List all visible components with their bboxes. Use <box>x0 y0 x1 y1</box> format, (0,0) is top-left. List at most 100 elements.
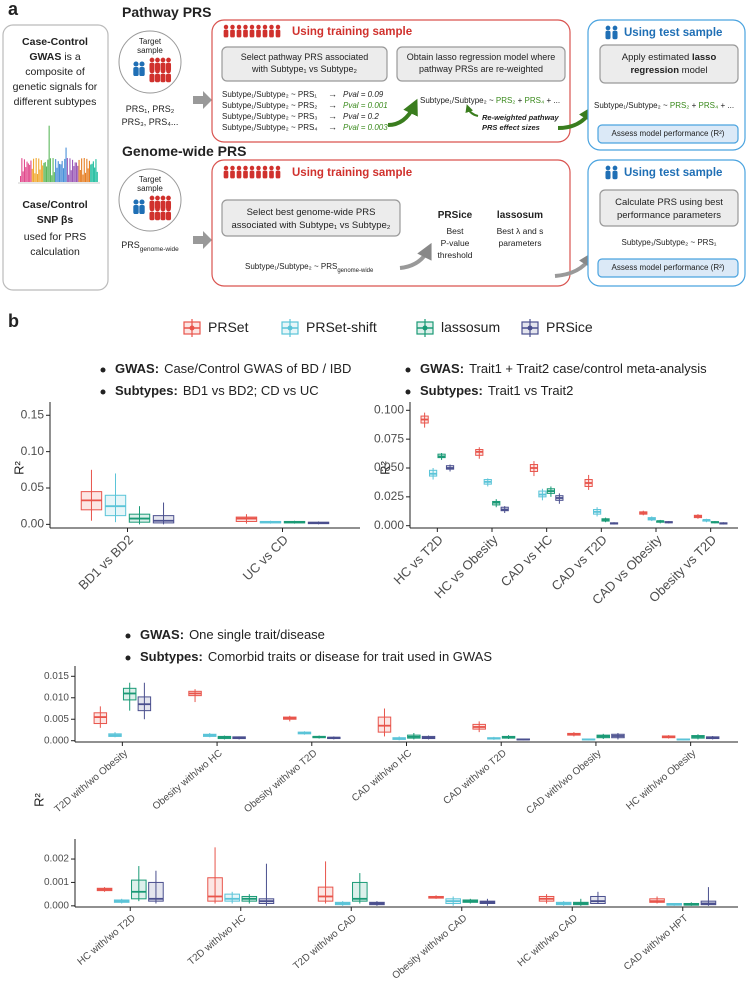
person-icon <box>262 170 268 179</box>
bullet-text: GWAS: Trait1 + Trait2 case/control meta-a… <box>420 361 707 376</box>
person-icon <box>612 170 618 180</box>
box <box>93 712 108 725</box>
text-part: + <box>689 101 698 110</box>
manhattan-bar <box>36 174 38 182</box>
person-icon <box>149 57 155 63</box>
legend-glyph <box>422 325 428 331</box>
bullet <box>100 367 106 373</box>
y-tick-label: 0.005 <box>44 714 69 725</box>
legend-label: PRSet-shift <box>306 319 377 335</box>
step-box <box>599 189 739 227</box>
text-part: PRS₄ <box>525 96 545 105</box>
label: Best <box>446 226 464 236</box>
label: threshold <box>438 250 473 260</box>
person-icon <box>249 24 255 30</box>
person-icon <box>160 195 166 201</box>
person-icon <box>243 170 248 179</box>
text-part: Using test sample <box>624 27 722 39</box>
text-part: Trait1 + Trait2 case/control meta-analys… <box>469 361 707 376</box>
text-part: regression <box>630 65 679 76</box>
text-part: Select best genome-wide PRS <box>247 207 376 218</box>
person-icon <box>166 68 171 74</box>
person-icon <box>612 165 618 171</box>
y-axis-label: R² <box>377 460 392 474</box>
y-tick-label: 0.000 <box>374 518 404 532</box>
panel-label: a <box>8 0 19 19</box>
text-part: Subtype₁/Subtype₂ ~ PRS₁ <box>621 238 716 247</box>
text-part: lasso <box>692 52 716 63</box>
label: Case/Control <box>22 199 87 211</box>
arrow <box>193 91 212 109</box>
label: Select best genome-wide PRS <box>247 207 376 218</box>
text-part: Case/Control GWAS of BD / IBD <box>164 361 351 376</box>
label: Target <box>139 175 162 184</box>
text-part: used for PRS <box>24 231 86 243</box>
text-part: different subtypes <box>14 96 97 108</box>
text-part: Apply estimated <box>622 52 692 63</box>
y-tick-label: 0.10 <box>21 444 45 458</box>
x-tick-label: Obesity with/wo HC <box>151 748 225 813</box>
equation: Subtype₁/Subtype₂ ~ PRSgenome-wide <box>245 262 374 273</box>
bullet-text: Subtypes: BD1 vs BD2; CD vs UC <box>115 383 319 398</box>
text-part: genome-wide <box>337 268 374 274</box>
bullet <box>125 655 131 661</box>
text-part: Using training sample <box>292 26 412 38</box>
y-tick-label: 0.002 <box>44 854 69 865</box>
manhattan-bar <box>23 159 25 182</box>
section-title: Pathway PRS <box>122 4 211 20</box>
text-part: genetic signals for <box>13 81 98 93</box>
person-icon <box>236 170 242 179</box>
text-part: sample <box>137 184 163 193</box>
step-box <box>396 46 566 82</box>
text-part: Pval = 0.09 <box>343 90 384 99</box>
person-icon <box>249 165 255 171</box>
person-icon <box>236 29 242 38</box>
person-icon <box>133 199 139 205</box>
person-icon <box>133 67 139 76</box>
manhattan-bar <box>33 158 35 182</box>
text-part: Using test sample <box>624 167 722 179</box>
manhattan-bar <box>82 174 84 182</box>
label: PRS₁, PRS₂ <box>126 104 175 114</box>
person-icon <box>155 195 160 201</box>
text-part: + <box>515 96 524 105</box>
text-part: Best <box>446 226 464 236</box>
y-tick-label: 0.00 <box>21 517 45 531</box>
label: Best λ and s <box>497 226 544 236</box>
text-part: Pathway PRS <box>122 4 211 20</box>
y-tick-label: 0.050 <box>374 460 404 474</box>
section-header: Using test sample <box>624 167 722 179</box>
text-part: model <box>679 65 708 76</box>
box <box>352 881 368 902</box>
text-part: PRSet-shift <box>306 319 377 335</box>
x-tick-label: HC with/wo CAD <box>516 913 580 969</box>
manhattan-bar <box>74 162 76 182</box>
text-part: Select pathway PRS associated <box>241 52 369 62</box>
x-tick-label: T2D with/wo CAD <box>291 913 359 972</box>
text-part: Subtypes: <box>420 383 483 398</box>
x-tick-label: Obesity with/wo CAD <box>390 913 469 982</box>
box <box>152 515 175 524</box>
label: → <box>328 100 337 110</box>
step-box <box>221 46 388 82</box>
text-part: PRS₁, PRS₂ <box>126 104 175 114</box>
equation: Subtype₁/Subtype₂ ~ PRS₁ <box>621 238 716 247</box>
person-icon <box>139 61 145 67</box>
panel-label: b <box>8 311 19 331</box>
bullet-text: Subtypes: Trait1 vs Trait2 <box>420 383 573 398</box>
person-icon <box>223 170 229 179</box>
person-icon <box>223 24 229 30</box>
label: → <box>328 122 337 132</box>
manhattan-bar <box>29 164 31 182</box>
text-part: composite of <box>25 66 85 78</box>
label: composite of <box>25 66 85 78</box>
text-part: + ... <box>718 101 734 110</box>
manhattan-bar <box>86 158 88 182</box>
legend-glyph <box>527 325 533 331</box>
text-part: Trait1 vs Trait2 <box>488 383 573 398</box>
person-icon <box>269 29 274 38</box>
manhattan-bar <box>40 160 42 182</box>
person-icon <box>269 165 274 171</box>
assess-box <box>597 124 739 144</box>
text-part: → <box>328 100 337 110</box>
